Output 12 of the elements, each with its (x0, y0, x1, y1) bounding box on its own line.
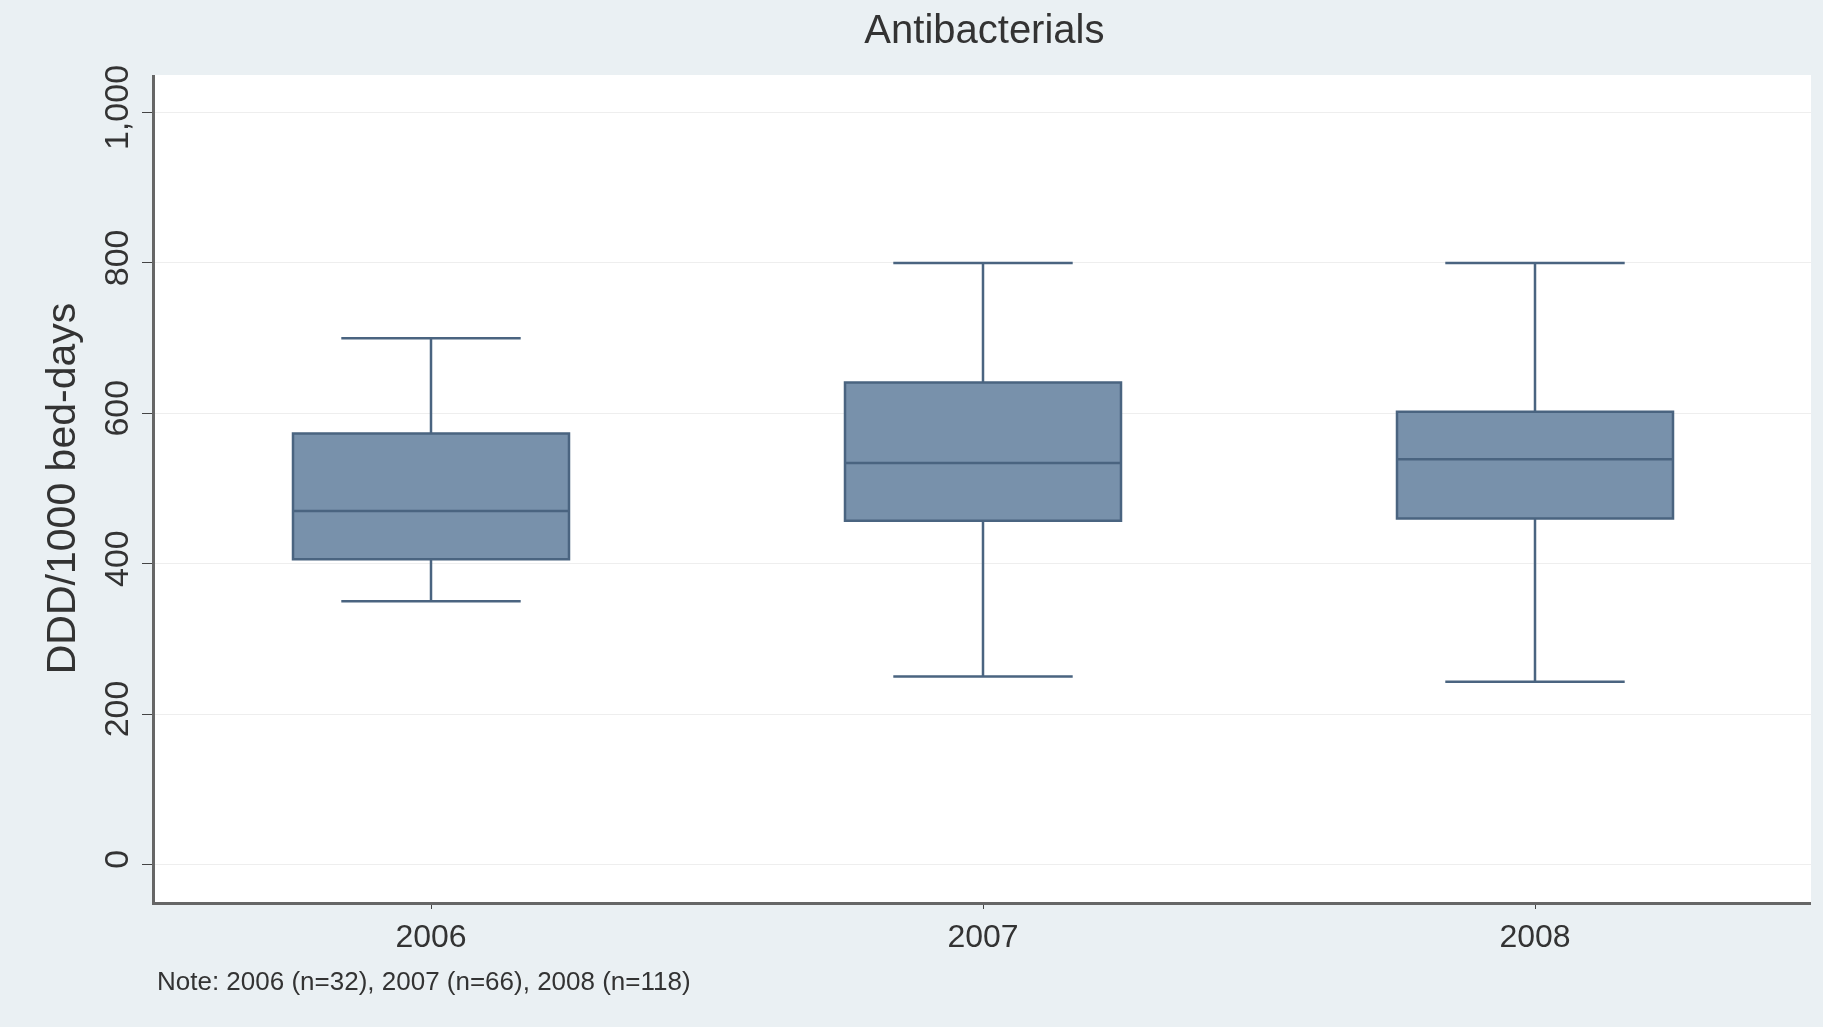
y-tick-label: 400 (97, 530, 136, 587)
y-tick-label: 600 (97, 379, 136, 437)
y-tick-label: 1,000 (97, 64, 136, 151)
y-axis-title: DDD/1000 bed-days (37, 302, 84, 675)
chart-title: Antibacterials (864, 7, 1105, 52)
y-tick-label: 800 (97, 229, 136, 287)
x-tick-label: 2007 (947, 918, 1019, 955)
y-tick-label: 0 (97, 849, 136, 869)
text: Note: 2006 (n=32), 2007 (n=66), 2008 (n=118) (157, 966, 691, 996)
x-tick-label: 2008 (1499, 918, 1571, 955)
y-tick-label: 200 (97, 680, 136, 738)
x-tick-label: 2006 (395, 918, 467, 955)
